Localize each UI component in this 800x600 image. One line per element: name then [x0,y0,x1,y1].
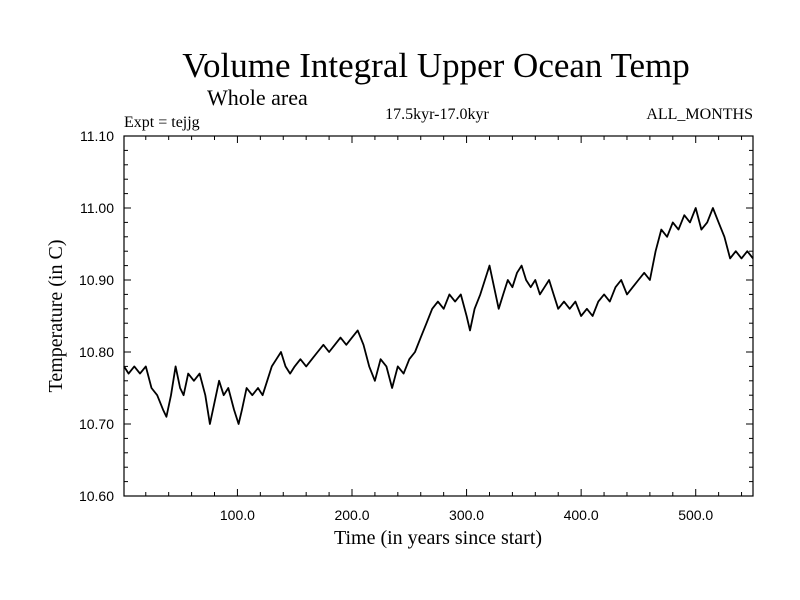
experiment-label: Expt = tejjg [124,114,200,131]
x-tick-label: 100.0 [220,507,255,523]
y-tick-label: 10.70 [79,416,114,432]
chart-subtitle: Whole area [207,85,308,110]
x-axis-label: Time (in years since start) [334,527,542,549]
period-label: 17.5kyr-17.0kyr [385,106,489,123]
y-tick-label: 11.10 [80,128,114,144]
x-tick-label: 400.0 [564,507,599,523]
y-tick-label: 11.00 [80,200,114,216]
series-line-tejjg [123,207,754,425]
x-tick-label: 300.0 [449,507,484,523]
x-tick-label: 500.0 [678,507,713,523]
y-tick-label: 10.80 [79,344,114,360]
months-label: ALL_MONTHS [646,106,753,123]
axis-tick-labels: 100.0 200.0 300.0 400.0 500.0 10.60 10.70 10.80… [79,128,713,523]
axis-ticks [124,135,753,497]
chart-title: Volume Integral Upper Ocean Temp [182,46,689,85]
y-tick-label: 10.60 [79,488,114,504]
y-tick-label: 10.90 [79,272,114,288]
plot-frame [123,135,754,497]
x-tick-label: 200.0 [334,507,369,523]
data-series [123,207,754,425]
y-axis-label: Temperature (in C) [45,240,67,393]
